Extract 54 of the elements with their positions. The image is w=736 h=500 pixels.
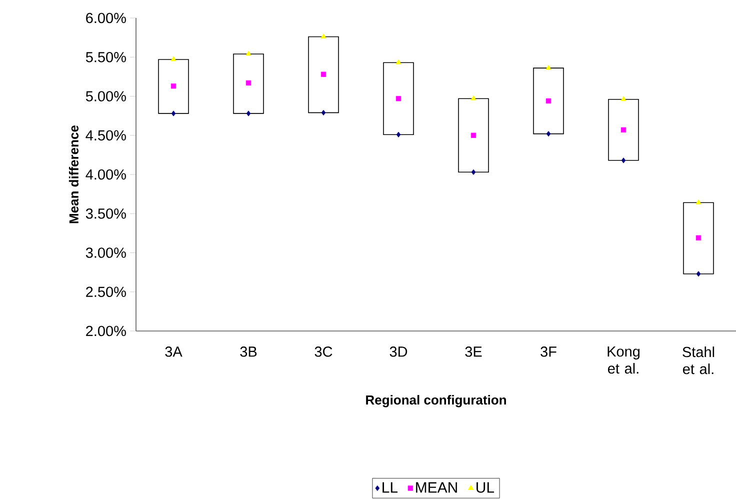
bar <box>383 62 414 135</box>
y-axis-title: Mean difference <box>68 125 78 224</box>
point <box>546 64 552 70</box>
x-tick-label: Stahl et al. <box>682 346 714 374</box>
bar <box>683 202 714 274</box>
x-tick-label: 3C <box>314 346 332 357</box>
point <box>320 34 326 38</box>
point <box>396 59 402 64</box>
x-tick-label: 3A <box>165 346 182 357</box>
x-tick-label: 3E <box>465 346 482 357</box>
point <box>246 110 251 116</box>
point <box>696 199 702 204</box>
bar <box>233 54 264 114</box>
point <box>620 96 626 102</box>
point <box>621 158 626 164</box>
point <box>471 169 476 175</box>
point <box>246 80 252 86</box>
y-tick-label: 2.50% <box>86 286 126 297</box>
legend-label: MEAN <box>416 482 457 493</box>
y-tick-label: 5.50% <box>86 52 126 62</box>
point <box>470 95 476 100</box>
y-tick-label: 5.00% <box>86 91 126 102</box>
point <box>170 56 176 62</box>
point <box>246 50 252 56</box>
x-axis-title: Regional configuration <box>366 395 506 408</box>
y-tick-label: 4.00% <box>86 169 126 180</box>
bar <box>533 68 564 134</box>
y-tick-label: 2.00% <box>86 326 126 336</box>
x-tick-label: 3B <box>240 346 257 357</box>
point <box>546 98 552 104</box>
bar <box>608 98 639 161</box>
point <box>620 127 626 132</box>
y-tick-label: 4.50% <box>86 130 126 141</box>
legend-label: UL <box>476 482 494 493</box>
point <box>171 110 176 116</box>
bar <box>158 59 189 114</box>
point <box>470 132 476 138</box>
x-tick-label: Kong et al. <box>608 346 640 374</box>
point <box>321 110 326 116</box>
point <box>546 131 551 137</box>
point <box>170 83 176 89</box>
point <box>696 271 701 277</box>
point <box>396 96 402 102</box>
y-tick-label: 6.00% <box>86 12 126 24</box>
x-tick-label: 3D <box>390 346 408 357</box>
y-tick-label: 3.50% <box>86 208 126 219</box>
point <box>696 235 702 240</box>
point <box>396 132 401 138</box>
legend-label: LL <box>382 482 398 493</box>
y-tick-label: 3.00% <box>86 248 126 258</box>
bar <box>308 36 339 114</box>
bar <box>458 98 489 173</box>
point <box>320 72 326 77</box>
x-tick-label: 3F <box>540 346 556 357</box>
